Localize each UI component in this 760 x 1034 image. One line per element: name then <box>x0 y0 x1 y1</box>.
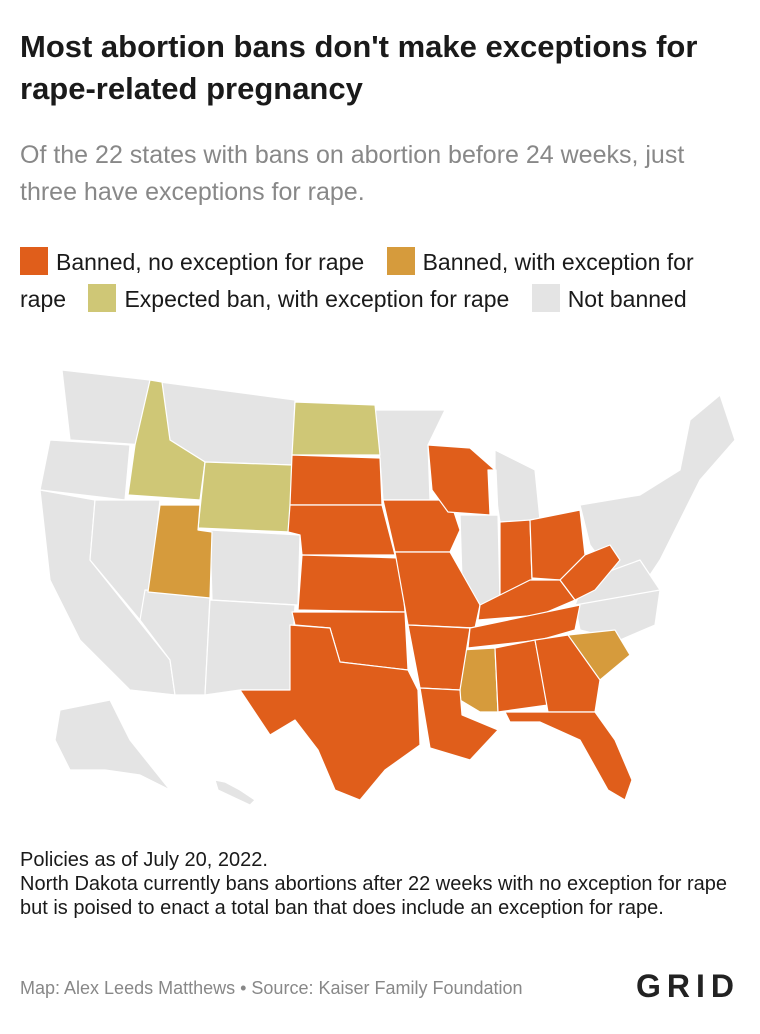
state-georgia <box>534 634 601 713</box>
state-south-dakota <box>289 454 383 506</box>
state-colorado <box>209 529 301 606</box>
not-banned-states <box>39 369 736 806</box>
banned-with-exception-states <box>147 504 631 713</box>
state-utah <box>147 504 213 599</box>
legend-swatch-not-banned <box>531 284 560 312</box>
state-arkansas <box>407 624 471 691</box>
state-tennessee <box>467 604 581 649</box>
expected-ban-states <box>127 379 381 533</box>
legend-swatch-expected <box>88 284 117 312</box>
state-kansas <box>297 554 406 613</box>
state-florida <box>504 711 633 801</box>
us-map <box>39 369 736 806</box>
legend-label-expected: Expected ban, with exception for rape <box>124 286 510 312</box>
note-date: Policies as of July 20, 2022. <box>20 849 268 871</box>
great-lakes <box>487 469 499 516</box>
state-texas <box>239 624 421 801</box>
state-west-virginia <box>559 544 621 601</box>
note-north-dakota: North Dakota currently bans abortions af… <box>20 873 728 919</box>
legend-item-with-exception: Banned, with exception for rape <box>20 247 694 312</box>
legend-label-not-banned: Not banned <box>567 286 687 312</box>
lake-michigan <box>487 469 499 516</box>
credit-line: Map: Alex Leeds Matthews • Source: Kaise… <box>20 978 523 998</box>
state-new-mexico <box>204 599 296 696</box>
state-michigan <box>494 449 541 523</box>
state-alaska <box>54 699 171 791</box>
state-wyoming <box>197 461 293 533</box>
legend-swatch-with-exception <box>386 247 415 275</box>
state-washington <box>61 369 151 446</box>
legend-item-not-banned: Not banned <box>531 284 687 312</box>
state-north-carolina <box>574 589 661 641</box>
state-nebraska <box>287 504 396 556</box>
state-oregon <box>39 439 131 501</box>
state-missouri <box>394 551 481 629</box>
banned-no-exception-states <box>239 444 633 801</box>
notes: Policies as of July 20, 2022. North Dako… <box>20 848 740 920</box>
state-north-dakota <box>291 401 381 456</box>
legend-item-expected: Expected ban, with exception for rape <box>88 284 510 312</box>
legend-label-no-exception: Banned, no exception for rape <box>56 249 365 275</box>
state-louisiana <box>419 687 499 761</box>
legend-label-with-exception: Banned, with exception for rape <box>20 249 694 312</box>
state-alabama <box>494 639 549 713</box>
chart-title: Most abortion bans don't make exceptions… <box>20 29 698 106</box>
footer: Map: Alex Leeds Matthews • Source: Kaise… <box>20 968 740 1004</box>
grid-logo: GRID <box>636 968 740 1004</box>
legend-item-no-exception: Banned, no exception for rape <box>20 247 365 275</box>
legend-swatch-no-exception <box>20 247 48 275</box>
legend: Banned, no exception for rape Banned, wi… <box>20 244 740 318</box>
chart-subtitle: Of the 22 states with bans on abortion b… <box>20 141 685 206</box>
state-hawaii <box>214 779 256 806</box>
